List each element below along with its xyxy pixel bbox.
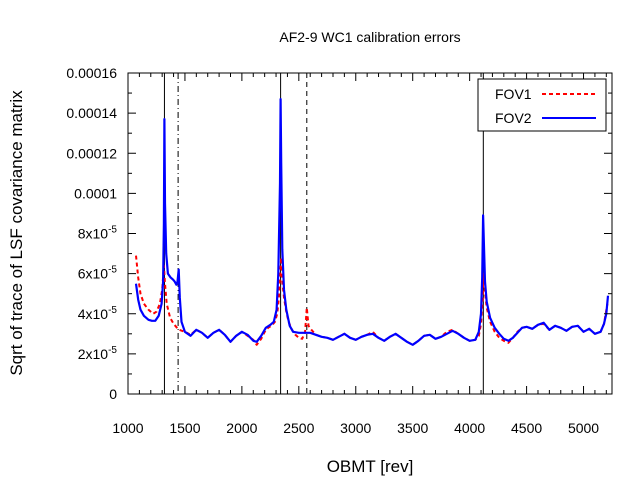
legend: FOV1 FOV2 [477, 78, 607, 132]
x-tick-label: 4500 [511, 420, 542, 436]
x-tick-label: 4000 [454, 420, 485, 436]
y-axis-label: Sqrt of trace of LSF covariance matrix [7, 90, 26, 376]
y-tick-label: 8x10-5 [78, 225, 118, 242]
x-tick-label: 3000 [340, 420, 371, 436]
legend-label-fov2: FOV2 [495, 110, 532, 126]
y-tick-label: 6x10-5 [78, 265, 118, 282]
y-ticks: 0 2x10-5 4x10-5 6x10-5 8x10-5 0.0001 0.00012 0.… [66, 65, 612, 402]
y-tick-label: 0.0001 [74, 185, 117, 201]
y-tick-label: 0.00014 [66, 105, 117, 121]
x-axis-label: OBMT [rev] [327, 457, 414, 476]
series-line-fov1 [135, 255, 609, 346]
legend-label-fov1: FOV1 [495, 86, 532, 102]
legend-box [477, 78, 607, 132]
vertical-lines [163, 73, 484, 394]
y-tick-label: 4x10-5 [78, 305, 118, 322]
chart-title: AF2-9 WC1 calibration errors [279, 29, 460, 45]
y-tick-label: 0.00016 [66, 65, 117, 81]
series-line-fov2 [134, 97, 610, 346]
x-tick-label: 1500 [169, 420, 200, 436]
y-tick-label: 2x10-5 [78, 345, 118, 362]
x-tick-label: 2000 [226, 420, 257, 436]
y-tick-label: 0.00012 [66, 145, 117, 161]
x-ticks: 1000 1500 2000 2500 3000 3500 4000 4500 5000 [112, 73, 607, 436]
x-tick-label: 1000 [112, 420, 143, 436]
x-tick-label: 3500 [397, 420, 428, 436]
series-layer [134, 97, 610, 346]
y-tick-label: 0 [109, 386, 117, 402]
x-tick-label: 5000 [568, 420, 599, 436]
x-tick-label: 2500 [283, 420, 314, 436]
